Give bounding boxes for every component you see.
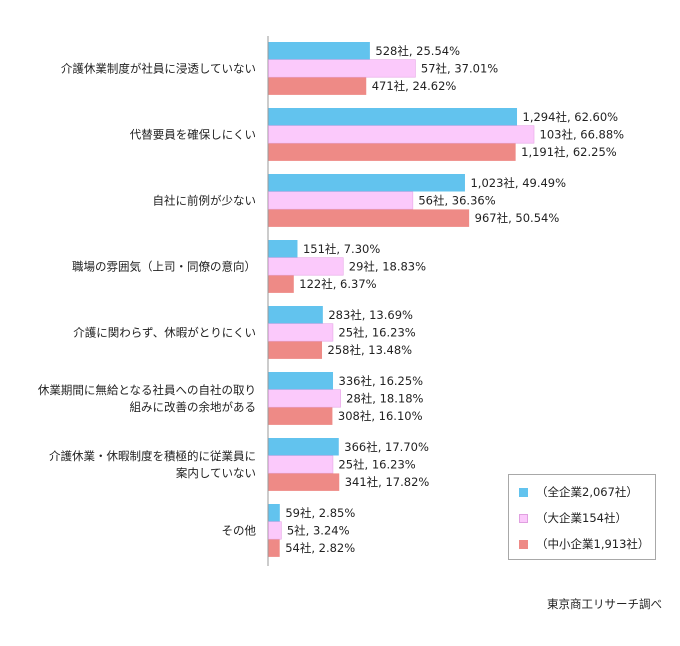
legend-swatch-large xyxy=(519,513,528,523)
bar xyxy=(268,191,414,210)
data-label: 258社, 13.48% xyxy=(328,343,413,357)
data-label: 341社, 17.82% xyxy=(345,475,430,489)
legend: （全企業2,067社） （大企業154社） （中小企業1,913社） xyxy=(508,474,656,560)
category-label: 自社に前例が少ない xyxy=(153,193,257,207)
data-label: 308社, 16.10% xyxy=(338,409,423,423)
legend-item-all: （全企業2,067社） xyxy=(519,484,638,500)
data-label: 103社, 66.88% xyxy=(540,127,625,141)
category-label: 休業期間に無給となる社員への自社の取り組みに改善の余地がある xyxy=(38,383,256,414)
source-note: 東京商工リサーチ調べ xyxy=(547,597,662,611)
category-label: 介護休業制度が社員に浸透していない xyxy=(61,61,256,75)
bar xyxy=(268,108,518,126)
category-label: 職場の雰囲気（上司・同僚の意向） xyxy=(72,259,256,273)
bar xyxy=(268,455,334,474)
bar xyxy=(268,389,341,408)
bar xyxy=(268,59,416,78)
bar xyxy=(268,504,280,522)
category-label: 介護休業・休暇制度を積極的に従業員に案内していない xyxy=(49,449,256,480)
data-label: 1,023社, 49.49% xyxy=(470,176,566,190)
legend-swatch-all xyxy=(519,487,528,497)
data-label: 25社, 16.23% xyxy=(338,325,415,339)
data-label: 5社, 3.24% xyxy=(287,523,350,537)
bar xyxy=(268,473,340,491)
bar xyxy=(268,521,282,540)
data-label: 1,294社, 62.60% xyxy=(523,110,619,124)
bar xyxy=(268,42,370,60)
bar xyxy=(268,77,367,95)
data-label: 283社, 13.69% xyxy=(328,308,413,322)
legend-label-large: （大企業154社） xyxy=(536,511,627,525)
data-label: 57社, 37.01% xyxy=(421,61,498,75)
legend-swatch-sme xyxy=(519,539,528,549)
data-label: 528社, 25.54% xyxy=(375,44,460,58)
bar xyxy=(268,306,323,324)
legend-label-all: （全企業2,067社） xyxy=(536,485,638,499)
bar xyxy=(268,372,334,390)
data-label: 29社, 18.83% xyxy=(349,259,426,273)
data-label: 151社, 7.30% xyxy=(303,242,380,256)
legend-item-sme: （中小企業1,913社） xyxy=(519,536,649,552)
bar xyxy=(268,438,339,456)
legend-item-large: （大企業154社） xyxy=(519,510,627,526)
bar xyxy=(268,539,280,557)
bar xyxy=(268,240,298,258)
data-label: 56社, 36.36% xyxy=(418,193,495,207)
data-label: 59社, 2.85% xyxy=(285,506,355,520)
category-label: 代替要員を確保しにくい xyxy=(130,127,256,141)
data-label: 366社, 17.70% xyxy=(344,440,429,454)
bars-group xyxy=(268,42,535,557)
bar xyxy=(268,174,465,192)
data-label: 336社, 16.25% xyxy=(339,374,424,388)
bar xyxy=(268,143,516,161)
category-label: その他 xyxy=(222,523,257,537)
bar xyxy=(268,275,294,293)
legend-label-sme: （中小企業1,913社） xyxy=(536,537,650,551)
data-label: 471社, 24.62% xyxy=(372,79,457,93)
bar xyxy=(268,323,334,342)
data-label: 28社, 18.18% xyxy=(346,391,423,405)
bar xyxy=(268,407,333,425)
data-label: 54社, 2.82% xyxy=(285,541,355,555)
data-labels: 528社, 25.54% 57社, 37.01% 471社, 24.62% 1,294… xyxy=(285,44,624,555)
data-label: 1,191社, 62.25% xyxy=(521,145,617,159)
bar xyxy=(268,257,344,276)
bar xyxy=(268,341,323,359)
category-label: 介護に関わらず、休暇がとりにくい xyxy=(73,325,256,339)
data-label: 967社, 50.54% xyxy=(475,211,560,225)
data-label: 25社, 16.23% xyxy=(338,457,415,471)
bar xyxy=(268,125,535,144)
data-label: 122社, 6.37% xyxy=(299,277,376,291)
bar xyxy=(268,209,470,227)
category-labels: 介護休業制度が社員に浸透していない代替要員を確保しにくい自社に前例が少ない職場の… xyxy=(38,61,257,537)
